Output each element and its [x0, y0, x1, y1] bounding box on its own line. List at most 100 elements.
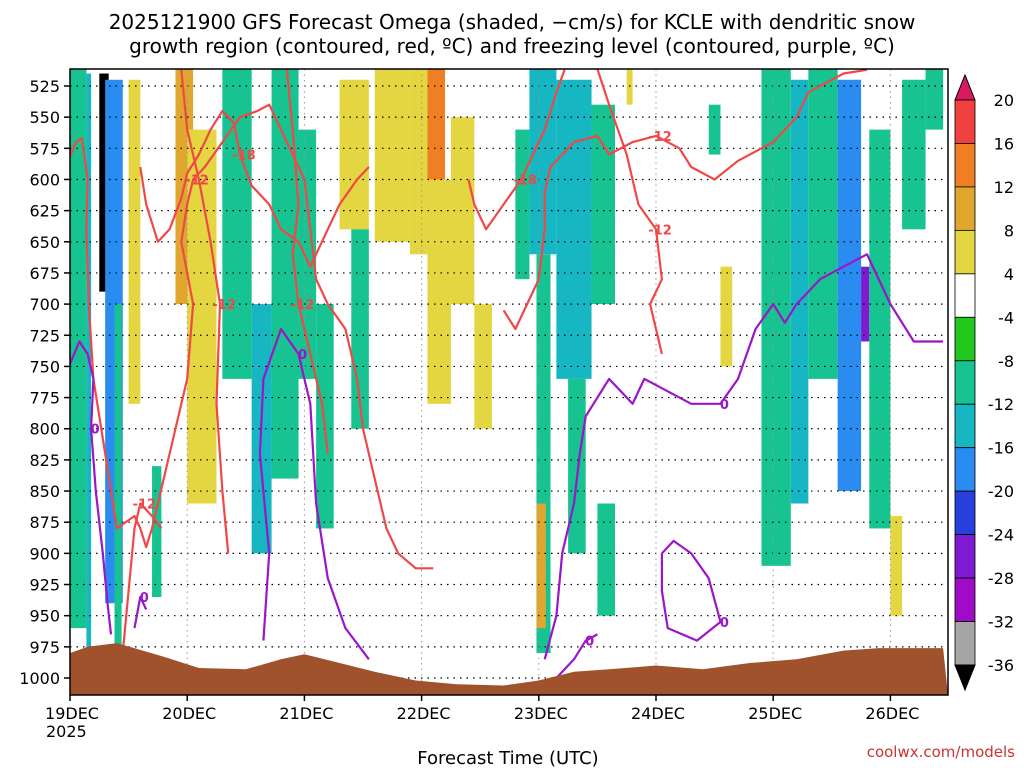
- freezing-level-contour-label-6: 0: [720, 616, 729, 631]
- omega-band-36: [808, 69, 838, 379]
- y-tick-label-750: 750: [29, 357, 60, 376]
- dgz-minus12-contour-1: [70, 103, 434, 570]
- chart-title-line1: 2025121900 GFS Forecast Omega (shaded, −…: [109, 10, 916, 34]
- freezing-level-contour-label-4: 0: [585, 635, 594, 650]
- omega-band-1: [70, 69, 87, 629]
- dgz-minus18-contour-label-1: -18: [232, 149, 256, 164]
- omega-band-38: [861, 266, 870, 342]
- omega-band-30: [597, 503, 615, 616]
- colorbar-bottom-triangle: [954, 664, 976, 692]
- dgz-minus12-contour-3: [121, 502, 163, 654]
- y-tick-label-950: 950: [29, 607, 60, 626]
- dgz-minus12-contour-label-2: -12: [648, 130, 672, 145]
- omega-band-33: [720, 266, 733, 367]
- omega-band-42: [925, 69, 944, 130]
- omega-band-28: [568, 378, 586, 554]
- x-tick-label-20DEC: 20DEC: [162, 704, 216, 723]
- colorbar-swatch-1: [954, 99, 976, 144]
- y-tick-label-1000: 1000: [19, 669, 60, 688]
- omega-band-32: [708, 104, 721, 155]
- omega-band-21: [450, 117, 475, 305]
- y-tick-label-775: 775: [29, 389, 60, 408]
- colorbar-swatch-8: [954, 403, 976, 449]
- colorbar-label-16: 16: [994, 134, 1014, 153]
- omega-band-27: [556, 79, 592, 379]
- y-tick-label-700: 700: [29, 295, 60, 314]
- x-tick-label-19DEC: 19DEC: [45, 704, 99, 723]
- omega-band-15: [339, 79, 369, 230]
- omega-band-34: [761, 69, 791, 566]
- colorbar-label--20: -20: [988, 482, 1014, 501]
- omega-band-19: [427, 69, 446, 180]
- colorbar-label-8: 8: [1004, 221, 1014, 240]
- dgz-minus18-contour-label-2: -18: [513, 173, 537, 188]
- contour-lines: -12 -12 -12 -12 -12 -12 -18 -18 0 0 0 0 0 0: [70, 69, 944, 679]
- chart-title-line2: growth region (contoured, red, ºC) and f…: [129, 34, 895, 58]
- y-tick-label-825: 825: [29, 451, 60, 470]
- y-tick-label-925: 925: [29, 576, 60, 595]
- y-tick-label-850: 850: [29, 482, 60, 501]
- colorbar-label--36: -36: [988, 656, 1014, 675]
- colorbar-label--12: -12: [988, 395, 1014, 414]
- colorbar-swatch-10: [954, 490, 976, 536]
- omega-band-31: [626, 69, 633, 105]
- omega-band-40: [890, 515, 903, 616]
- omega-band-14: [316, 304, 334, 529]
- omega-band-2: [86, 73, 92, 660]
- freezing-level-contour-label-2: 0: [140, 591, 149, 606]
- y-tick-label-650: 650: [29, 233, 60, 252]
- omega-band-13: [298, 129, 317, 379]
- colorbar-label--16: -16: [988, 439, 1014, 458]
- freezing-level-contour-6: [660, 539, 722, 642]
- dgz-minus12-contour-label-4: -12: [212, 298, 236, 313]
- x-tick-label-25DEC: 25DEC: [748, 704, 802, 723]
- dgz-minus12-contour-4: [180, 69, 230, 554]
- omega-band-26: [536, 503, 546, 629]
- omega-band-5: [114, 304, 122, 654]
- colorbar-label-20: 20: [994, 91, 1014, 110]
- x-axis-year: 2025: [46, 722, 87, 741]
- terrain-ground: [70, 643, 948, 695]
- freezing-level-contour-label-1: 0: [91, 423, 100, 438]
- x-tick-label-24DEC: 24DEC: [631, 704, 685, 723]
- x-tick-label-26DEC: 26DEC: [865, 704, 919, 723]
- y-axis-ticks: 525 550 575 600 625 650 675 700 725 750 775 800 825 8…: [19, 77, 70, 688]
- dgz-minus18-contour-1: [139, 109, 370, 268]
- omega-band-20: [427, 179, 451, 404]
- colorbar-swatch-4: [954, 229, 976, 275]
- y-tick-label-875: 875: [29, 513, 60, 532]
- y-tick-label-675: 675: [29, 264, 60, 283]
- freezing-level-contour-1: [70, 340, 113, 635]
- omega-band-18: [409, 69, 428, 255]
- omega-band-23: [515, 129, 530, 280]
- x-tick-label-22DEC: 22DEC: [397, 704, 451, 723]
- x-tick-label-21DEC: 21DEC: [279, 704, 333, 723]
- colorbar-top-triangle: [954, 73, 976, 101]
- credit-text: coolwx.com/models: [867, 743, 1015, 761]
- colorbar-swatch-9: [954, 447, 976, 492]
- freezing-level-contour-label-3: 0: [298, 348, 307, 363]
- omega-band-37: [837, 79, 862, 492]
- x-axis-label: Forecast Time (UTC): [417, 748, 598, 768]
- dgz-minus12-contour-label-6: -12: [648, 223, 672, 238]
- y-tick-label-525: 525: [29, 77, 60, 96]
- plot-frame: [69, 68, 949, 696]
- omega-band-35: [790, 79, 809, 504]
- omega-band-29: [591, 104, 615, 305]
- y-tick-label-550: 550: [29, 108, 60, 127]
- freezing-level-contour-label-5: 0: [720, 398, 729, 413]
- y-tick-label-725: 725: [29, 326, 60, 345]
- colorbar-label--32: -32: [988, 613, 1014, 632]
- dgz-minus12-contour-2: [502, 69, 868, 331]
- dgz-minus12-contour-5: [285, 69, 329, 454]
- omega-band-39: [869, 129, 891, 529]
- y-tick-label-900: 900: [29, 544, 60, 563]
- dgz-minus12-contour-label-3: -12: [133, 498, 157, 513]
- colorbar-label--4: -4: [998, 308, 1014, 327]
- omega-band-17: [374, 69, 410, 242]
- x-axis-ticks: 19DEC 20DEC 21DEC 22DEC 23DEC 24DEC 25DEC 26DEC: [45, 695, 919, 723]
- colorbar-swatch-2: [954, 143, 976, 188]
- dgz-minus12-contour-label-1: -12: [185, 173, 209, 188]
- colorbar-swatch-3: [954, 186, 976, 231]
- omega-band-7: [152, 466, 162, 597]
